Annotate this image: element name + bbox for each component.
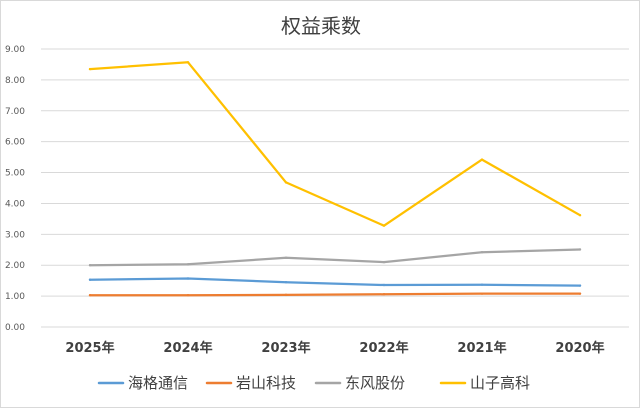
y-tick-label: 7.00 [5, 107, 25, 117]
y-tick-label: 2.00 [5, 261, 25, 271]
data-point [480, 292, 484, 295]
series-line-0 [88, 277, 582, 287]
data-point [578, 248, 582, 251]
data-point [88, 293, 92, 297]
y-tick-label: 5.00 [5, 169, 25, 179]
legend-label: 山子高科 [470, 374, 530, 392]
x-tick-label: 2025年 [65, 340, 114, 356]
y-tick-label: 6.00 [5, 138, 25, 148]
data-point [578, 284, 582, 287]
x-tick-label: 2024年 [163, 340, 212, 356]
data-point [578, 292, 582, 295]
data-point [284, 256, 288, 260]
series-line-2 [88, 248, 582, 267]
x-tick-label: 2021年 [457, 340, 506, 356]
legend-label: 海格通信 [128, 374, 188, 392]
legend: 海格通信 岩山科技 东风股份 山子高科 [97, 374, 530, 392]
y-tick-label: 9.00 [5, 45, 25, 55]
data-point [284, 293, 288, 297]
series-line-3 [88, 61, 582, 227]
data-point [284, 181, 288, 184]
data-point [480, 283, 484, 286]
series-lines [88, 61, 582, 297]
legend-label: 东风股份 [345, 374, 405, 392]
y-tick-label: 4.00 [5, 199, 25, 209]
legend-label: 岩山科技 [236, 374, 296, 392]
x-axis-ticks: 2025年 2024年 2023年 2022年 2021年 2020年 [65, 340, 604, 356]
x-tick-label: 2022年 [359, 340, 408, 356]
x-tick-label: 2020年 [555, 340, 604, 356]
chart-title: 权益乘数 [281, 14, 361, 38]
data-point [284, 281, 288, 284]
y-tick-label: 0.00 [5, 323, 25, 333]
data-point [88, 67, 92, 71]
x-tick-label: 2023年 [261, 340, 310, 356]
data-point [88, 278, 92, 281]
data-point [382, 293, 386, 296]
y-tick-label: 1.00 [5, 292, 25, 302]
y-tick-label: 8.00 [5, 76, 25, 86]
data-point [480, 251, 484, 254]
data-point [186, 293, 190, 297]
data-point [186, 277, 190, 280]
data-point [382, 283, 386, 287]
y-tick-label: 3.00 [5, 230, 25, 240]
series-line-1 [88, 292, 582, 297]
data-point [578, 213, 582, 217]
data-point [186, 61, 190, 64]
data-point [382, 260, 386, 264]
y-axis-ticks: 0.00 1.00 2.00 3.00 4.00 5.00 6.00 7.00 8.00 9.00 [5, 45, 25, 333]
data-point [186, 263, 190, 266]
data-point [382, 224, 386, 227]
data-point [480, 158, 484, 161]
data-point [88, 264, 92, 267]
